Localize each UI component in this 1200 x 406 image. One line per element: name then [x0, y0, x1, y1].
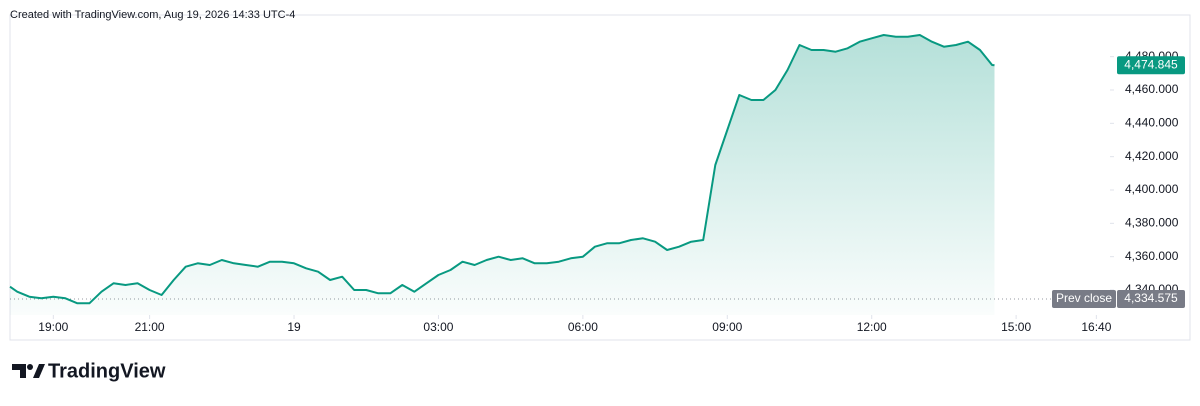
price-line: [9, 34, 995, 305]
y-tick-label: 4,400.000: [1125, 182, 1179, 196]
brand: TradingView: [48, 360, 166, 382]
x-tick-label: 15:00: [1001, 320, 1031, 334]
header: Created with TradingView.com, Aug 19, 20…: [10, 9, 295, 21]
x-tick-label: 19:00: [38, 320, 68, 334]
y-tick-label: 4,380.000: [1125, 216, 1179, 230]
prev-close-name: Prev close: [1056, 291, 1112, 305]
prev-close-label: 4,334.575: [1124, 291, 1178, 305]
last-price-label: 4,474.845: [1124, 57, 1178, 71]
x-tick-label: 16:40: [1081, 320, 1111, 334]
brand-logo: [12, 364, 45, 378]
x-tick-label: 03:00: [423, 320, 453, 334]
y-tick-label: 4,440.000: [1125, 116, 1179, 130]
y-tick-label: 4,460.000: [1125, 82, 1179, 96]
x-tick-label: 09:00: [712, 320, 742, 334]
last-price-badge: [1117, 56, 1185, 75]
y-tick-label: 4,420.000: [1125, 149, 1179, 163]
y-tick-label: 4,360.000: [1125, 249, 1179, 263]
prev-close-badge: [1117, 290, 1185, 309]
x-tick-label: 19: [287, 320, 301, 334]
x-tick-label: 21:00: [135, 320, 165, 334]
prev-close-name-badge: [1052, 290, 1116, 309]
area-fill: [10, 35, 995, 315]
chart-frame: [9, 14, 1191, 341]
x-tick-label: 06:00: [568, 320, 598, 334]
x-tick-label: 12:00: [857, 320, 887, 334]
